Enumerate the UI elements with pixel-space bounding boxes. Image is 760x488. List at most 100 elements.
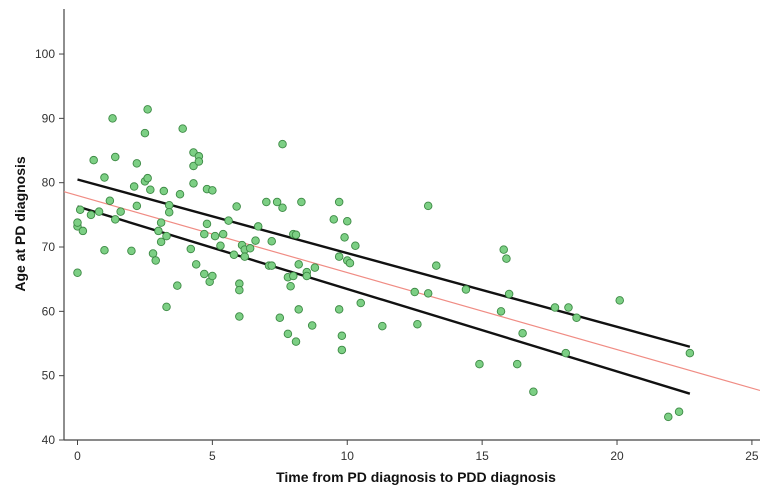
y-tick-label: 40 (42, 433, 56, 447)
data-point (272, 197, 282, 207)
data-point (200, 229, 209, 239)
data-point (561, 348, 571, 358)
data-point (111, 215, 120, 224)
data-point (73, 218, 82, 227)
data-point (75, 205, 85, 214)
data-point (337, 331, 347, 341)
x-tick-label: 0 (74, 449, 81, 463)
data-point (240, 252, 249, 261)
data-point (89, 155, 98, 165)
data-point (164, 208, 174, 217)
data-point (334, 197, 344, 207)
data-point (108, 114, 117, 123)
data-point (297, 197, 306, 207)
data-point (175, 190, 185, 199)
data-point (664, 412, 673, 422)
data-point (202, 219, 212, 229)
data-point (413, 319, 422, 329)
y-tick-label: 50 (42, 369, 56, 383)
data-point (337, 345, 347, 355)
data-point (278, 139, 287, 149)
data-point (356, 298, 365, 308)
data-point (105, 196, 115, 205)
data-point (504, 289, 514, 299)
data-point (674, 407, 684, 416)
data-point (156, 218, 166, 227)
data-point (502, 254, 511, 263)
data-point (278, 203, 287, 213)
data-point (151, 256, 160, 265)
data-point (294, 260, 303, 269)
y-tick-label: 90 (42, 111, 56, 125)
data-point (111, 152, 120, 162)
data-point (191, 260, 201, 269)
data-point (100, 173, 109, 182)
y-tick-label: 70 (42, 240, 56, 254)
data-point (132, 201, 142, 211)
data-point (499, 245, 508, 254)
data-point (189, 179, 198, 188)
data-point (283, 329, 293, 339)
data-point (423, 201, 433, 211)
data-point (189, 161, 198, 171)
data-point (148, 249, 158, 258)
data-point (200, 269, 209, 279)
chart-marks: 0 5 10 15 20 25 40 50 60 70 80 90 100 (35, 9, 760, 463)
confidence-band-upper (77, 178, 691, 348)
data-point (310, 263, 320, 272)
y-axis-title: Age at PD diagnosis (12, 156, 28, 292)
data-point (208, 271, 217, 281)
plot-area (64, 9, 760, 440)
confidence-band-lower (77, 205, 691, 395)
data-point (267, 261, 276, 270)
data-point (210, 231, 220, 241)
data-point (550, 303, 560, 312)
y-tick-label: 100 (35, 47, 55, 61)
data-point (73, 268, 82, 277)
data-point (194, 157, 204, 166)
data-point (475, 359, 484, 369)
data-point (329, 215, 339, 224)
data-point (289, 271, 298, 281)
data-point (116, 207, 125, 216)
data-point (232, 202, 241, 211)
data-point (351, 241, 360, 250)
data-point (173, 281, 182, 290)
data-point (572, 313, 581, 323)
data-point (140, 128, 150, 138)
data-point (275, 313, 285, 323)
data-point (432, 261, 441, 270)
data-point (253, 222, 263, 231)
data-point (461, 285, 471, 294)
x-tick-label: 5 (209, 449, 216, 463)
data-point (286, 282, 295, 291)
y-tick-label: 60 (42, 304, 56, 318)
data-point (132, 159, 142, 168)
data-point (94, 207, 104, 216)
data-point (143, 105, 152, 114)
data-point (262, 197, 271, 207)
data-point (186, 244, 196, 254)
data-point (224, 216, 233, 225)
data-point (164, 200, 174, 210)
data-point (423, 289, 433, 298)
data-point (86, 210, 96, 220)
data-point (154, 226, 163, 236)
data-point (245, 244, 255, 253)
data-point (343, 217, 352, 226)
data-point (410, 287, 419, 297)
data-point (291, 337, 301, 346)
x-axis-title: Time from PD diagnosis to PDD diagnosis (276, 469, 556, 485)
data-point (100, 245, 109, 255)
x-tick-label: 15 (475, 449, 489, 463)
data-point (229, 250, 239, 259)
data-point (235, 285, 244, 295)
data-point (78, 226, 88, 236)
data-point (162, 302, 171, 312)
data-point (267, 236, 276, 246)
data-point (340, 233, 349, 242)
data-point (529, 387, 538, 397)
data-point (615, 296, 624, 305)
x-tick-label: 25 (745, 449, 759, 463)
data-point (307, 321, 317, 330)
